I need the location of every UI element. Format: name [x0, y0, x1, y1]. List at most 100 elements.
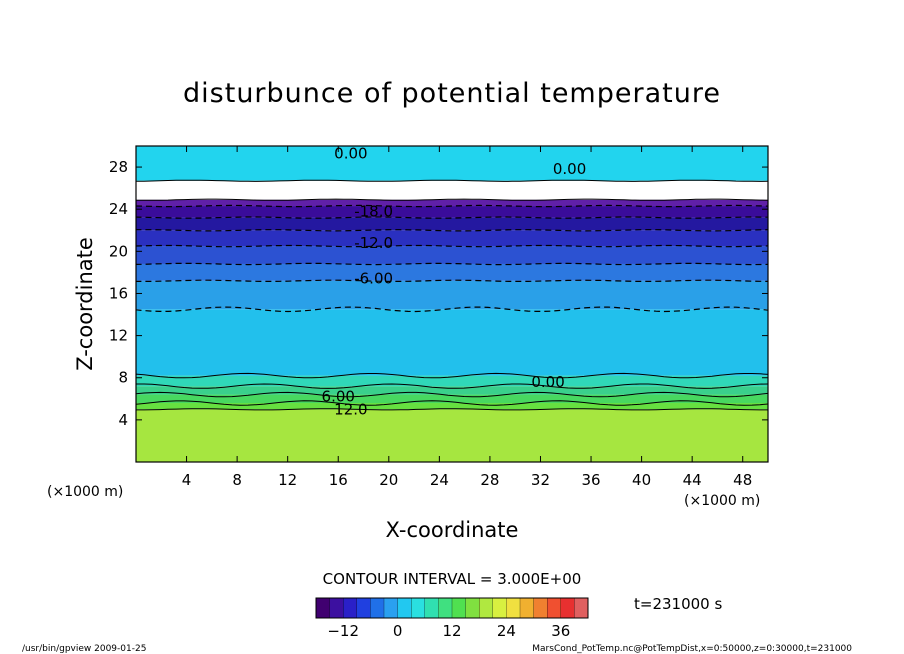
y-axis: 4 8 12 16 20 24 28	[109, 158, 768, 429]
color-band-11	[136, 206, 768, 218]
colorbar-cell-19	[574, 597, 589, 619]
footer-right: MarsCond_PotTemp.nc@PotTempDist,x=0:5000…	[532, 644, 852, 654]
color-band-9	[136, 230, 768, 247]
colorbar-tick-label-1: 0	[393, 622, 403, 640]
x-tick-label-7: 32	[531, 471, 550, 489]
color-bands	[136, 146, 768, 462]
time-text: t=231000 s	[634, 595, 722, 613]
colorbar-cell-14	[506, 597, 521, 619]
contour-line-7	[136, 279, 768, 282]
color-band-5	[136, 309, 768, 376]
colorbar-cell-10	[451, 597, 467, 619]
colorbar-cell-9	[438, 597, 453, 619]
color-band-8	[136, 246, 768, 264]
colorbar-cell-16	[533, 597, 548, 619]
color-band-3	[136, 386, 768, 395]
contour-label-2: -18.0	[354, 202, 393, 220]
contour-line-8	[136, 262, 768, 266]
color-band-4	[136, 375, 768, 387]
color-band-13	[136, 180, 768, 200]
y-tick-label-6: 28	[109, 158, 128, 176]
colorbar-tick-label-3: 24	[497, 622, 516, 640]
colorbar-cell-3	[356, 597, 371, 619]
plot-frame	[135, 145, 769, 463]
contour-line-9	[136, 244, 768, 248]
y-axis-label: Z-coordinate	[73, 237, 97, 371]
contour-line-13	[136, 198, 768, 201]
contour-line-2	[136, 400, 768, 406]
y-tick-label-5: 24	[109, 200, 128, 218]
contour-label-3: -12.0	[354, 234, 393, 252]
colorbar-cell-17	[547, 597, 562, 619]
contour-line-3	[136, 391, 768, 398]
x-unit-label-right: (×1000 m)	[684, 493, 760, 509]
contour-line-11	[136, 216, 768, 219]
contour-label-6: 6.00	[322, 388, 355, 406]
contour-lines	[136, 179, 768, 411]
color-band-7	[136, 263, 768, 281]
contour-label-5: 0.00	[531, 373, 564, 391]
contour-line-12	[136, 204, 768, 208]
x-axis-label: X-coordinate	[386, 518, 519, 542]
x-tick-label-10: 44	[683, 471, 702, 489]
color-band-10	[136, 217, 768, 231]
colorbar-frame	[315, 597, 589, 619]
x-tick-label-0: 4	[182, 471, 192, 489]
colorbar-cell-1	[329, 597, 344, 619]
colorbar-cell-7	[411, 597, 426, 619]
colorbar-cell-15	[519, 597, 535, 619]
footer-left: /usr/bin/gpview 2009-01-25	[22, 644, 146, 654]
colorbar-cell-11	[465, 597, 480, 619]
colorbar: −12 0 12 24 36	[315, 597, 589, 640]
colorbar-cell-12	[479, 597, 494, 619]
x-tick-label-11: 48	[733, 471, 752, 489]
x-tick-label-6: 28	[480, 471, 499, 489]
colorbar-cell-18	[560, 597, 575, 619]
colorbar-cell-8	[424, 597, 439, 619]
contour-line-6	[136, 306, 768, 313]
colorbar-tick-label-0: −12	[327, 622, 359, 640]
x-tick-label-4: 20	[379, 471, 398, 489]
colorbar-cell-13	[492, 597, 507, 619]
contour-line-14	[136, 179, 768, 182]
chart-title: disturbunce of potential temperature	[183, 78, 721, 109]
contour-line-5	[136, 372, 768, 379]
y-tick-label-4: 20	[109, 242, 128, 260]
colorbar-cell-6	[397, 597, 412, 619]
x-tick-label-8: 36	[581, 471, 600, 489]
contour-label-4: -6.00	[354, 270, 393, 288]
colorbar-cell-2	[343, 597, 358, 619]
x-tick-label-3: 16	[329, 471, 348, 489]
x-tick-label-1: 8	[232, 471, 242, 489]
color-band-6	[136, 280, 768, 310]
colorbar-cell-5	[383, 597, 399, 619]
y-tick-label-3: 16	[109, 284, 128, 302]
contour-label-7: 12.0	[334, 400, 367, 418]
colorbar-tick-label-4: 36	[551, 622, 570, 640]
color-band-12	[136, 199, 768, 207]
color-band-2	[136, 394, 768, 404]
contour-line-10	[136, 229, 768, 232]
colorbar-tick-label-2: 12	[442, 622, 461, 640]
contour-interval-text: CONTOUR INTERVAL = 3.000E+00	[323, 570, 582, 588]
contour-line-4	[136, 383, 768, 389]
contour-label-1: 0.00	[553, 160, 586, 178]
color-band-14	[136, 146, 768, 181]
colorbar-cell-0	[315, 597, 331, 619]
contour-line-1	[136, 408, 768, 411]
contour-label-0: 0.00	[334, 144, 367, 162]
y-tick-label-1: 8	[118, 369, 128, 387]
color-band-1	[136, 403, 768, 410]
colorbar-cell-4	[370, 597, 385, 619]
plot-area	[136, 146, 768, 462]
x-axis: 4 8 12 16 20 24 28 32 36 40 44 48	[182, 146, 752, 489]
x-tick-label-2: 12	[278, 471, 297, 489]
x-tick-label-9: 40	[632, 471, 651, 489]
y-tick-label-0: 4	[118, 411, 128, 429]
color-band-0	[136, 409, 768, 462]
x-tick-label-5: 24	[430, 471, 449, 489]
y-tick-label-2: 12	[109, 327, 128, 345]
x-unit-label-left: (×1000 m)	[47, 484, 123, 500]
